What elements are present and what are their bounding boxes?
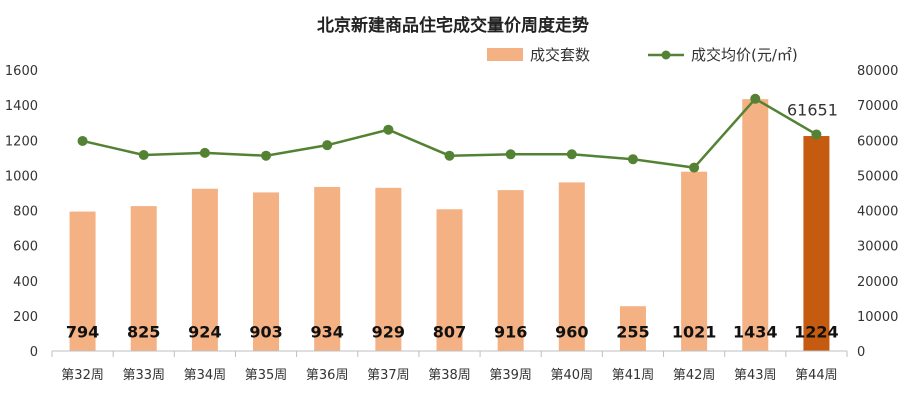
line-point — [444, 150, 455, 161]
bar — [69, 211, 96, 351]
x-tick-label: 第36周 — [306, 368, 349, 383]
bar-data-label: 916 — [494, 322, 527, 341]
bar-data-labels: 794 825 924 903 934 929 807 916 960 255 1021 1434 12… — [66, 322, 839, 341]
x-tick-label: 第44周 — [795, 368, 838, 383]
right-tick-label: 30000 — [857, 240, 898, 255]
right-tick-label: 80000 — [857, 64, 898, 79]
bar — [191, 188, 218, 351]
line-point — [77, 135, 88, 146]
left-tick-label: 0 — [30, 345, 38, 360]
line-point — [199, 147, 210, 158]
legend-line-marker — [661, 50, 671, 60]
left-tick-label: 400 — [13, 275, 38, 290]
line-point — [383, 124, 394, 135]
x-tick-label: 第37周 — [367, 368, 410, 383]
x-tick-label: 第43周 — [734, 368, 777, 383]
bar-data-label: 929 — [372, 322, 405, 341]
left-tick-label: 800 — [13, 205, 38, 220]
bar — [375, 187, 402, 351]
x-tick-label: 第32周 — [61, 368, 104, 383]
line-point — [566, 149, 577, 160]
line-point — [627, 154, 638, 165]
left-tick-label: 1600 — [5, 64, 38, 79]
line-point — [322, 140, 333, 151]
legend: 成交套数 成交均价(元/㎡) — [487, 46, 798, 64]
x-tick-label: 第35周 — [245, 368, 288, 383]
right-axis: 0 10000 20000 30000 40000 50000 60000 70000 8000… — [857, 64, 898, 360]
x-tick-label: 第40周 — [551, 368, 594, 383]
bar-series — [69, 99, 830, 351]
bar-data-label: 960 — [555, 322, 588, 341]
line-point — [505, 149, 516, 160]
bar-data-label: 1021 — [672, 322, 717, 341]
left-tick-label: 200 — [13, 310, 38, 325]
bar — [619, 306, 646, 351]
line-point — [689, 162, 700, 173]
x-tick-label: 第41周 — [612, 368, 655, 383]
right-tick-label: 0 — [857, 345, 865, 360]
legend-bar-label: 成交套数 — [530, 46, 590, 64]
bar-data-label: 903 — [249, 322, 282, 341]
legend-bar-swatch — [487, 48, 523, 61]
bar — [436, 209, 463, 351]
line-point — [138, 150, 149, 161]
bar — [253, 192, 280, 351]
chart-title: 北京新建商品住宅成交量价周度走势 — [317, 15, 589, 36]
legend-line-label: 成交均价(元/㎡) — [691, 46, 798, 64]
left-tick-label: 600 — [13, 240, 38, 255]
x-tick-label: 第33周 — [122, 368, 165, 383]
line-annotation: 61651 — [787, 100, 838, 119]
bar-data-label: 825 — [127, 322, 160, 341]
bar — [558, 182, 585, 351]
left-tick-label: 1000 — [5, 169, 38, 184]
bar-data-label: 794 — [66, 322, 99, 341]
x-tick-label: 第39周 — [489, 368, 532, 383]
bar — [314, 186, 341, 351]
bar — [803, 136, 830, 351]
right-tick-label: 60000 — [857, 134, 898, 149]
bar-data-label: 807 — [433, 322, 466, 341]
x-axis: 第32周 第33周 第34周 第35周 第36周 第37周 第38周 第39周 第40周 第41周… — [51, 350, 848, 383]
line-series — [77, 93, 822, 173]
x-tick-label: 第34周 — [184, 368, 227, 383]
bar — [497, 190, 524, 351]
right-tick-label: 20000 — [857, 275, 898, 290]
left-tick-label: 1200 — [5, 134, 38, 149]
bar-data-label: 924 — [188, 322, 221, 341]
left-axis: 0 200 400 600 800 1000 1200 1400 1600 — [5, 64, 38, 360]
bar — [681, 171, 708, 351]
x-tick-label: 第42周 — [673, 368, 716, 383]
bar-data-label: 1224 — [794, 322, 839, 341]
bar — [130, 206, 157, 351]
left-tick-label: 1400 — [5, 99, 38, 114]
line-point — [261, 150, 272, 161]
right-tick-label: 70000 — [857, 99, 898, 114]
bar-data-label: 1434 — [733, 322, 778, 341]
bar — [742, 99, 769, 351]
bar-data-label: 255 — [616, 322, 649, 341]
x-tick-label: 第38周 — [428, 368, 471, 383]
line-point — [811, 129, 822, 140]
right-tick-label: 10000 — [857, 310, 898, 325]
right-tick-label: 40000 — [857, 205, 898, 220]
line-point — [750, 93, 761, 104]
bar-data-label: 934 — [310, 322, 343, 341]
right-tick-label: 50000 — [857, 169, 898, 184]
